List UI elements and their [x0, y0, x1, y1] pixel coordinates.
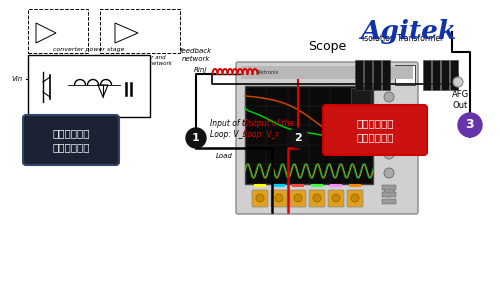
Bar	[241, 66, 413, 79]
Text: Agitek: Agitek	[360, 20, 456, 44]
Text: Vin: Vin	[12, 76, 23, 82]
Bar	[382, 199, 396, 204]
Bar	[382, 185, 396, 190]
Bar	[395, 65, 415, 85]
Circle shape	[453, 77, 463, 87]
FancyBboxPatch shape	[347, 190, 363, 207]
Bar	[273, 184, 285, 187]
Text: 1: 1	[192, 133, 200, 143]
Text: Load: Load	[216, 153, 233, 159]
Circle shape	[313, 194, 321, 202]
Text: AFG
Out: AFG Out	[452, 90, 468, 110]
Bar	[330, 184, 342, 187]
Bar	[28, 55, 150, 117]
Bar	[423, 60, 431, 90]
Circle shape	[351, 194, 359, 202]
Bar	[373, 60, 381, 90]
Text: 3: 3	[466, 118, 474, 131]
Circle shape	[384, 130, 394, 140]
Circle shape	[384, 92, 394, 102]
Circle shape	[384, 168, 394, 178]
Bar	[245, 86, 373, 184]
Bar	[364, 60, 372, 90]
Text: Output of the
Loop: V_r: Output of the Loop: V_r	[243, 119, 294, 139]
Text: Rinj: Rinj	[194, 67, 207, 73]
Bar	[100, 9, 180, 53]
FancyBboxPatch shape	[23, 115, 119, 165]
FancyBboxPatch shape	[290, 190, 306, 207]
Circle shape	[288, 128, 308, 148]
Text: Isolation Transformer: Isolation Transformer	[362, 34, 444, 43]
Circle shape	[384, 111, 394, 121]
Circle shape	[294, 194, 302, 202]
Text: 在注入電阰上
側的為環路的: 在注入電阰上 側的為環路的	[356, 118, 394, 142]
Text: feedback
network: feedback network	[180, 48, 212, 62]
FancyBboxPatch shape	[309, 190, 325, 207]
Circle shape	[458, 113, 482, 137]
Bar	[355, 60, 363, 90]
Text: error amplifier and
compensation network: error amplifier and compensation network	[108, 55, 172, 66]
Bar	[351, 88, 371, 114]
Circle shape	[384, 149, 394, 159]
FancyBboxPatch shape	[271, 190, 287, 207]
Bar	[349, 184, 361, 187]
Bar	[28, 9, 88, 53]
Bar	[441, 60, 449, 90]
Text: 2: 2	[294, 133, 302, 143]
FancyBboxPatch shape	[328, 190, 344, 207]
Text: converter power stage: converter power stage	[53, 47, 125, 52]
Circle shape	[384, 187, 394, 197]
Bar	[432, 60, 440, 90]
Text: 在注入電阰下
側的為環路的: 在注入電阰下 側的為環路的	[52, 128, 90, 152]
Bar	[382, 60, 390, 90]
FancyBboxPatch shape	[323, 105, 427, 155]
FancyBboxPatch shape	[252, 190, 268, 207]
Text: Tektronix: Tektronix	[256, 70, 278, 74]
Bar	[450, 60, 458, 90]
Circle shape	[186, 128, 206, 148]
Circle shape	[256, 194, 264, 202]
Text: Scope: Scope	[308, 40, 346, 53]
Circle shape	[332, 194, 340, 202]
FancyBboxPatch shape	[236, 62, 418, 214]
Bar	[292, 184, 304, 187]
Bar	[311, 184, 323, 187]
Text: Input of the
Loop: V_s: Input of the Loop: V_s	[210, 119, 254, 139]
Text: PWM modulator: PWM modulator	[36, 55, 80, 60]
Bar	[254, 184, 266, 187]
Text: 1:1: 1:1	[400, 73, 410, 77]
Bar	[382, 192, 396, 197]
Circle shape	[275, 194, 283, 202]
